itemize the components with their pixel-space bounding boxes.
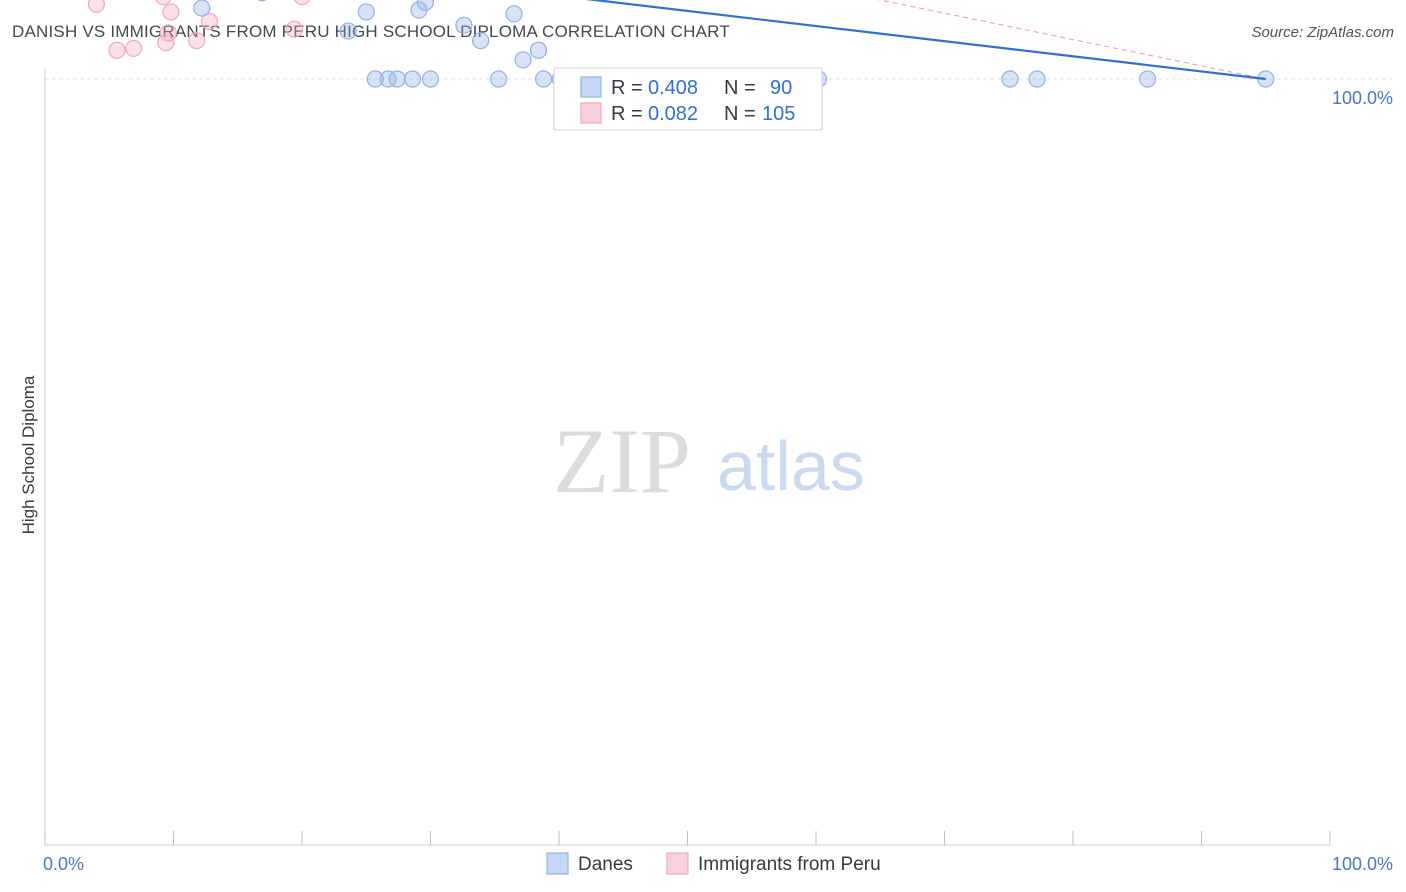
legend-danes-r-value: 0.408 bbox=[648, 77, 698, 99]
legend-peru-r-value: 0.082 bbox=[648, 103, 698, 125]
danes-point bbox=[366, 70, 384, 88]
source-label: Source: ZipAtlas.com bbox=[1251, 24, 1394, 41]
watermark-atlas: atlas bbox=[717, 427, 865, 505]
peru-point bbox=[294, 0, 310, 6]
peru-point bbox=[155, 0, 172, 6]
peru-point bbox=[125, 39, 143, 57]
tick-labels: 70.0%80.0%90.0%100.0%0.0%100.0% bbox=[43, 88, 1393, 874]
legend-peru-n-value: 105 bbox=[762, 103, 795, 125]
watermark: ZIP atlas bbox=[553, 410, 865, 512]
danes-point bbox=[379, 70, 397, 88]
peru-trend-extension bbox=[877, 0, 1266, 80]
danes-point bbox=[505, 5, 523, 23]
chart-title: DANISH VS IMMIGRANTS FROM PERU HIGH SCHO… bbox=[12, 22, 730, 41]
peru-point bbox=[87, 0, 105, 13]
bottom-legend-danes: Danes bbox=[578, 854, 633, 875]
peru-point bbox=[162, 3, 180, 21]
danes-point bbox=[339, 22, 357, 40]
legend-danes-n-label: N = bbox=[724, 77, 756, 99]
peru-point bbox=[108, 41, 126, 59]
bottom-legend-swatch-danes bbox=[546, 852, 569, 875]
watermark-zip: ZIP bbox=[553, 410, 691, 512]
danes-point bbox=[257, 0, 267, 2]
danes-point bbox=[193, 0, 211, 17]
y-axis-label: High School Diploma bbox=[19, 375, 38, 534]
legend-swatch-danes bbox=[580, 76, 602, 98]
grid bbox=[45, 78, 1392, 80]
danes-point bbox=[472, 32, 490, 50]
x-tick-label: 0.0% bbox=[43, 854, 84, 874]
danes-point bbox=[514, 51, 532, 69]
danes-point bbox=[1028, 70, 1046, 88]
peru-point bbox=[159, 24, 177, 42]
peru-point bbox=[188, 32, 206, 50]
danes-point bbox=[421, 70, 440, 88]
danes-point bbox=[455, 16, 473, 34]
axes bbox=[44, 68, 1331, 846]
bottom-legend-peru: Immigrants from Peru bbox=[698, 854, 881, 875]
danes-trend-line bbox=[585, 0, 1266, 81]
trend-lines bbox=[585, 0, 1266, 81]
peru-point bbox=[285, 20, 303, 38]
legend-peru-n-label: N = bbox=[724, 103, 756, 125]
legend-danes-r-label: R = bbox=[611, 77, 643, 99]
stats-legend: R = 0.408 N = 90 R = 0.082 N = 105 bbox=[553, 67, 823, 131]
danes-point bbox=[357, 3, 375, 21]
danes-point bbox=[1138, 70, 1157, 88]
danes-point bbox=[534, 70, 553, 88]
series-peru-points bbox=[87, 0, 310, 59]
danes-point bbox=[1001, 70, 1019, 88]
x-tick-label: 100.0% bbox=[1332, 854, 1393, 874]
series-legend: Danes Immigrants from Peru bbox=[546, 852, 881, 875]
peru-point bbox=[157, 33, 175, 52]
peru-point bbox=[200, 12, 219, 31]
legend-danes-n-value: 90 bbox=[770, 77, 792, 99]
danes-point bbox=[416, 0, 434, 11]
danes-point bbox=[388, 70, 406, 88]
danes-point bbox=[403, 70, 422, 88]
danes-point bbox=[529, 41, 548, 59]
bottom-legend-swatch-peru bbox=[666, 852, 689, 875]
legend-swatch-peru bbox=[580, 102, 602, 124]
y-tick-label: 100.0% bbox=[1332, 88, 1393, 108]
legend-peru-r-label: R = bbox=[611, 103, 643, 125]
danes-point bbox=[490, 70, 508, 88]
